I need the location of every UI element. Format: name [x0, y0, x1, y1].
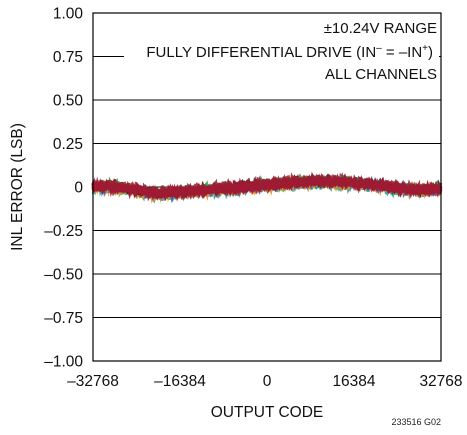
channel-trace-dominant — [91, 173, 443, 202]
x-tick-label: 32768 — [419, 373, 462, 390]
y-tick-label: 0.25 — [53, 136, 83, 153]
y-tick-label: 0.50 — [53, 93, 84, 110]
x-axis-label: OUTPUT CODE — [211, 404, 324, 421]
annotation-channels: ALL CHANNELS — [325, 66, 437, 83]
annotation-drive-part1: FULLY DIFFERENTIAL DRIVE (IN — [146, 44, 376, 61]
figure-id: 233516 G02 — [391, 417, 441, 427]
y-tick-label: –0.75 — [44, 310, 83, 327]
annotation-background — [124, 14, 439, 86]
annotation-range: ±10.24V RANGE — [324, 20, 437, 37]
inl-traces — [91, 171, 443, 204]
annotation-drive-part2: = –IN — [382, 44, 422, 61]
plot-frame — [92, 12, 442, 362]
annotation-drive-part3: ) — [428, 44, 433, 61]
y-tick-label: 1.00 — [53, 6, 84, 23]
annotation-drive-sup2: + — [422, 43, 428, 54]
x-tick-labels: –32768 –16384 0 16384 32768 — [67, 373, 462, 390]
annotation-drive-sup1: – — [376, 43, 382, 54]
x-tick-label: –32768 — [67, 373, 119, 390]
y-tick-label: 0 — [74, 180, 83, 197]
x-tick-label: 16384 — [332, 373, 375, 390]
x-tick-label: –16384 — [154, 373, 206, 390]
annotation-drive: FULLY DIFFERENTIAL DRIVE (IN– = –IN+) — [146, 43, 433, 61]
y-tick-label: –0.25 — [44, 223, 83, 240]
y-tick-labels: 1.00 0.75 0.50 0.25 0 –0.25 –0.50 –0.75 –1.00 — [44, 6, 83, 371]
y-tick-label: –1.00 — [44, 354, 83, 371]
y-axis-label: INL ERROR (LSB) — [9, 123, 26, 251]
y-tick-label: 0.75 — [53, 49, 83, 66]
chart-annotations: ±10.24V RANGE FULLY DIFFERENTIAL DRIVE (… — [124, 14, 439, 86]
y-tick-label: –0.50 — [44, 267, 83, 284]
x-tick-label: 0 — [263, 373, 272, 390]
